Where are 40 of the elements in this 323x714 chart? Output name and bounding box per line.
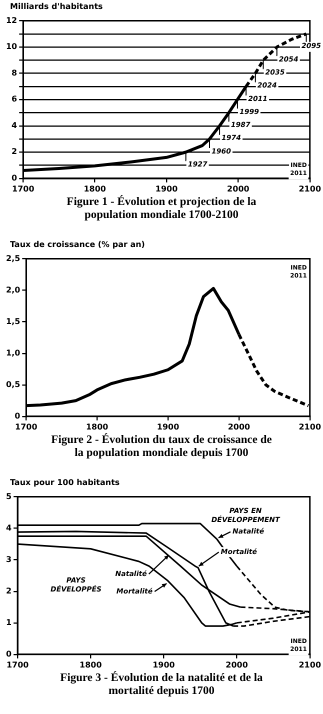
y-tick-label: 0 [12,173,18,182]
x-tick-label: 1900 [155,184,178,194]
y-tick-label: 1,0 [6,348,21,358]
y-tick-label: 0 [14,411,21,420]
text: Figure 2 - Évolution du taux de croissance de la population mondiale depuis 1700 [50,434,273,460]
y-tick-label: 2 [12,147,18,156]
y-axis-title: Taux de croissance (% par an) [9,239,146,251]
x-tick-label: 1700 [12,184,35,194]
y-tick-label: 2,5 [6,254,21,263]
y-tick-label: 0,5 [6,380,21,389]
y-tick-label: 6 [12,94,18,104]
x-tick-label: 1700 [15,422,38,432]
x-tick-label: 2000 [227,184,250,194]
y-tick-label: 1 [6,618,12,627]
y-axis-title: Milliards d'habitants [9,1,104,13]
y-tick-label: 1,5 [6,316,21,326]
x-tick-label: 1800 [84,184,106,194]
x-tick-label: 2100 [298,660,322,670]
y-tick-label: 4 [12,120,18,130]
y-axis-title: Taux pour 100 habitants [9,477,121,489]
text: Figure 1 - Évolution et projection de la population mondiale 1700-2100 [66,196,258,222]
x-tick-label: 1800 [86,422,109,432]
x-tick-label: 2000 [226,660,248,670]
x-tick-label: 1700 [6,660,30,670]
y-tick-label: 0 [6,649,12,658]
x-tick-label: 1800 [80,660,102,670]
y-tick-label: 4 [6,523,12,532]
y-tick-label: 12 [6,16,18,25]
x-tick-label: 2100 [298,422,322,432]
y-tick-label: 2 [6,586,12,596]
y-tick-label: 5 [6,492,12,501]
x-tick-label: 1900 [152,660,176,670]
x-tick-label: 2100 [298,184,322,194]
text: Figure 3 - Évolution de la natalité et de la mortalité depuis 1700 [59,672,264,698]
x-tick-label: 1900 [156,422,180,432]
y-tick-label: 3 [6,554,12,564]
y-tick-label: 2,0 [6,285,21,294]
y-tick-label: 10 [6,42,18,52]
x-tick-label: 2000 [228,422,251,432]
y-tick-label: 8 [12,68,18,78]
